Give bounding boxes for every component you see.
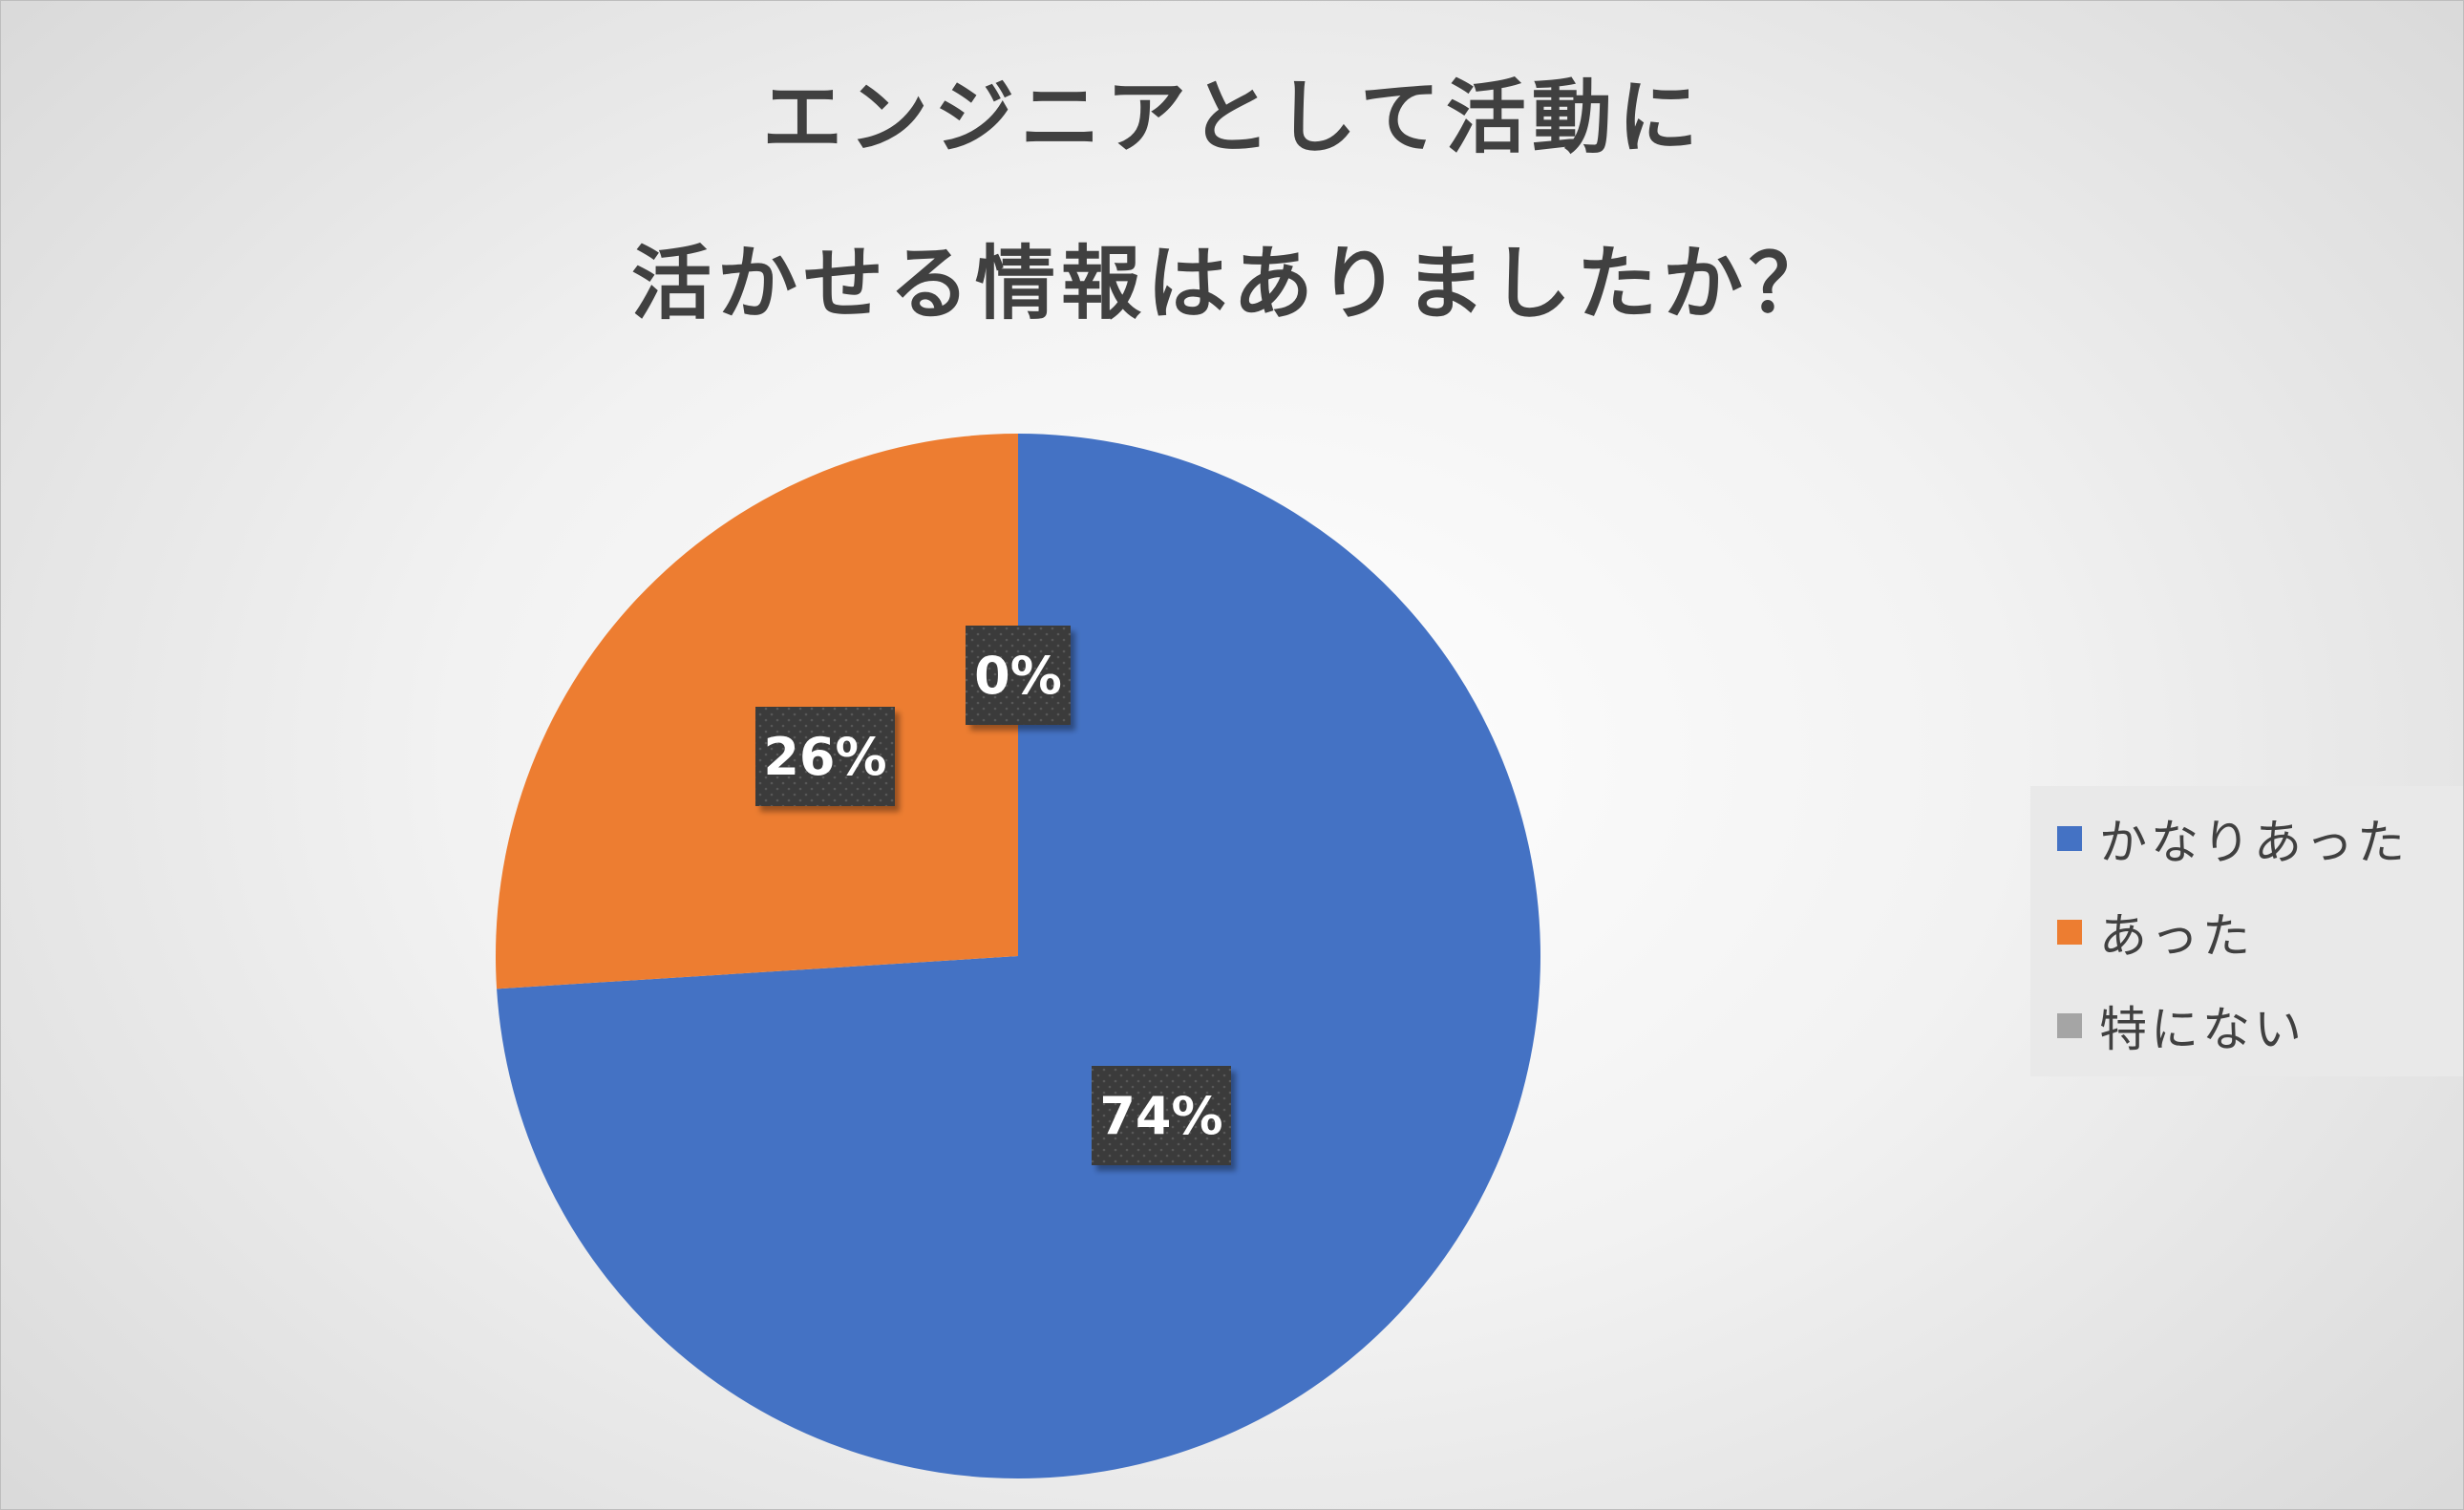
- chart-title-line-2: 活かせる情報はありましたか？: [630, 237, 1835, 330]
- legend: かなりあった あった 特にない: [2030, 786, 2463, 1076]
- legend-swatch: [2057, 826, 2082, 851]
- legend-label: 特にない: [2099, 1002, 2305, 1057]
- legend-swatch: [2057, 1013, 2082, 1038]
- legend-label: あった: [2099, 908, 2254, 964]
- data-label-box: [966, 626, 1071, 725]
- legend-item: 特にない: [2057, 992, 2305, 1059]
- legend-item: かなりあった: [2057, 805, 2409, 872]
- legend-swatch: [2057, 920, 2082, 945]
- data-label-box: [1092, 1066, 1231, 1165]
- data-label: 0%: [966, 626, 1071, 725]
- data-label-text: 0%: [974, 646, 1062, 706]
- legend-item: あった: [2057, 899, 2254, 966]
- data-label: 74%: [1092, 1066, 1231, 1165]
- data-label: 26%: [755, 707, 895, 806]
- data-label-text: 26%: [763, 727, 886, 787]
- data-label-text: 74%: [1099, 1086, 1222, 1146]
- legend-label: かなりあった: [2099, 815, 2409, 870]
- data-label-box: [755, 707, 895, 806]
- chart-title-line-1: エンジニアとして活動に: [762, 71, 1704, 164]
- pie-slice-かなりあった: [497, 434, 1541, 1479]
